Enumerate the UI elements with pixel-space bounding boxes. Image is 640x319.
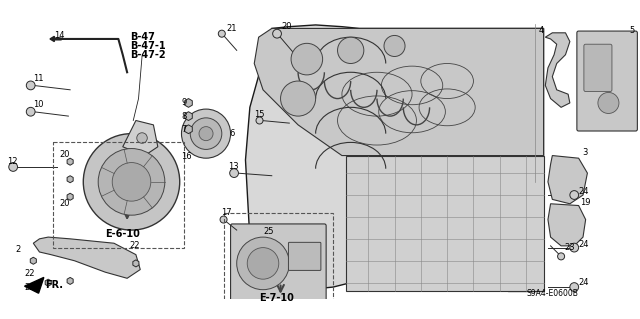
Text: 20: 20 (282, 22, 292, 31)
Polygon shape (30, 257, 36, 264)
Polygon shape (185, 112, 192, 121)
Text: 16: 16 (182, 152, 192, 161)
Circle shape (182, 109, 230, 158)
Text: 3: 3 (582, 148, 588, 157)
Text: 23: 23 (564, 243, 575, 252)
Circle shape (291, 43, 323, 75)
Polygon shape (254, 28, 543, 156)
Text: 6: 6 (230, 129, 235, 138)
Polygon shape (67, 158, 73, 165)
Circle shape (83, 134, 180, 230)
Circle shape (190, 118, 222, 149)
Text: 19: 19 (580, 197, 591, 206)
Circle shape (247, 248, 279, 279)
FancyArrow shape (50, 36, 61, 41)
Polygon shape (67, 193, 73, 200)
Polygon shape (246, 25, 543, 292)
Text: 22: 22 (24, 270, 35, 278)
Text: 4: 4 (538, 26, 543, 35)
Circle shape (237, 237, 289, 290)
Polygon shape (545, 33, 570, 107)
Polygon shape (133, 260, 139, 267)
Polygon shape (67, 176, 73, 183)
Text: S9A4-E0600B: S9A4-E0600B (526, 289, 578, 298)
FancyBboxPatch shape (289, 242, 321, 271)
Polygon shape (123, 121, 158, 156)
Text: 13: 13 (228, 162, 239, 171)
Text: FR.: FR. (45, 280, 63, 290)
Circle shape (570, 191, 579, 199)
Polygon shape (33, 237, 140, 278)
FancyBboxPatch shape (230, 224, 326, 302)
Polygon shape (346, 156, 543, 292)
Polygon shape (185, 99, 192, 107)
Text: 22: 22 (130, 241, 140, 250)
Text: 25: 25 (263, 227, 273, 236)
Circle shape (557, 253, 564, 260)
Circle shape (218, 30, 225, 37)
Circle shape (26, 107, 35, 116)
Text: 20: 20 (60, 150, 70, 159)
Text: B-47-1: B-47-1 (130, 41, 165, 51)
FancyBboxPatch shape (584, 44, 612, 92)
Circle shape (256, 117, 263, 124)
Text: 21: 21 (226, 24, 237, 33)
Circle shape (570, 243, 579, 252)
Circle shape (273, 29, 282, 38)
Circle shape (98, 149, 165, 215)
Text: 24: 24 (579, 278, 589, 287)
Text: 11: 11 (33, 74, 44, 83)
Text: B-47: B-47 (130, 32, 155, 42)
Text: 8: 8 (182, 112, 187, 121)
Circle shape (384, 35, 405, 56)
Text: 24: 24 (579, 187, 589, 196)
Text: 14: 14 (54, 31, 65, 40)
Text: 12: 12 (7, 157, 17, 166)
Text: 9: 9 (182, 99, 187, 108)
Text: 22: 22 (24, 283, 35, 292)
Bar (223, 212, 333, 309)
Circle shape (26, 81, 35, 90)
Polygon shape (45, 279, 51, 286)
Circle shape (137, 133, 147, 143)
Text: 7: 7 (182, 125, 187, 134)
Circle shape (598, 93, 619, 114)
Polygon shape (24, 278, 44, 293)
Circle shape (337, 37, 364, 63)
Text: B-47-2: B-47-2 (130, 50, 165, 60)
Circle shape (220, 216, 227, 223)
Polygon shape (548, 204, 586, 246)
Circle shape (112, 163, 151, 201)
Circle shape (9, 163, 17, 171)
Circle shape (230, 169, 239, 177)
Bar (52, 142, 184, 248)
Text: 5: 5 (630, 26, 635, 35)
Text: E-6-10: E-6-10 (105, 229, 140, 239)
Text: 2: 2 (16, 245, 21, 254)
Polygon shape (548, 156, 588, 204)
Circle shape (570, 283, 579, 292)
Text: 15: 15 (254, 110, 265, 119)
Circle shape (280, 81, 316, 116)
Text: E-7-10: E-7-10 (259, 293, 294, 303)
Polygon shape (185, 125, 192, 134)
Polygon shape (67, 278, 73, 285)
Circle shape (199, 127, 213, 141)
Text: 24: 24 (579, 240, 589, 249)
Text: 17: 17 (221, 208, 232, 217)
FancyBboxPatch shape (577, 31, 637, 131)
Text: 10: 10 (33, 100, 44, 109)
Text: 20: 20 (60, 199, 70, 208)
